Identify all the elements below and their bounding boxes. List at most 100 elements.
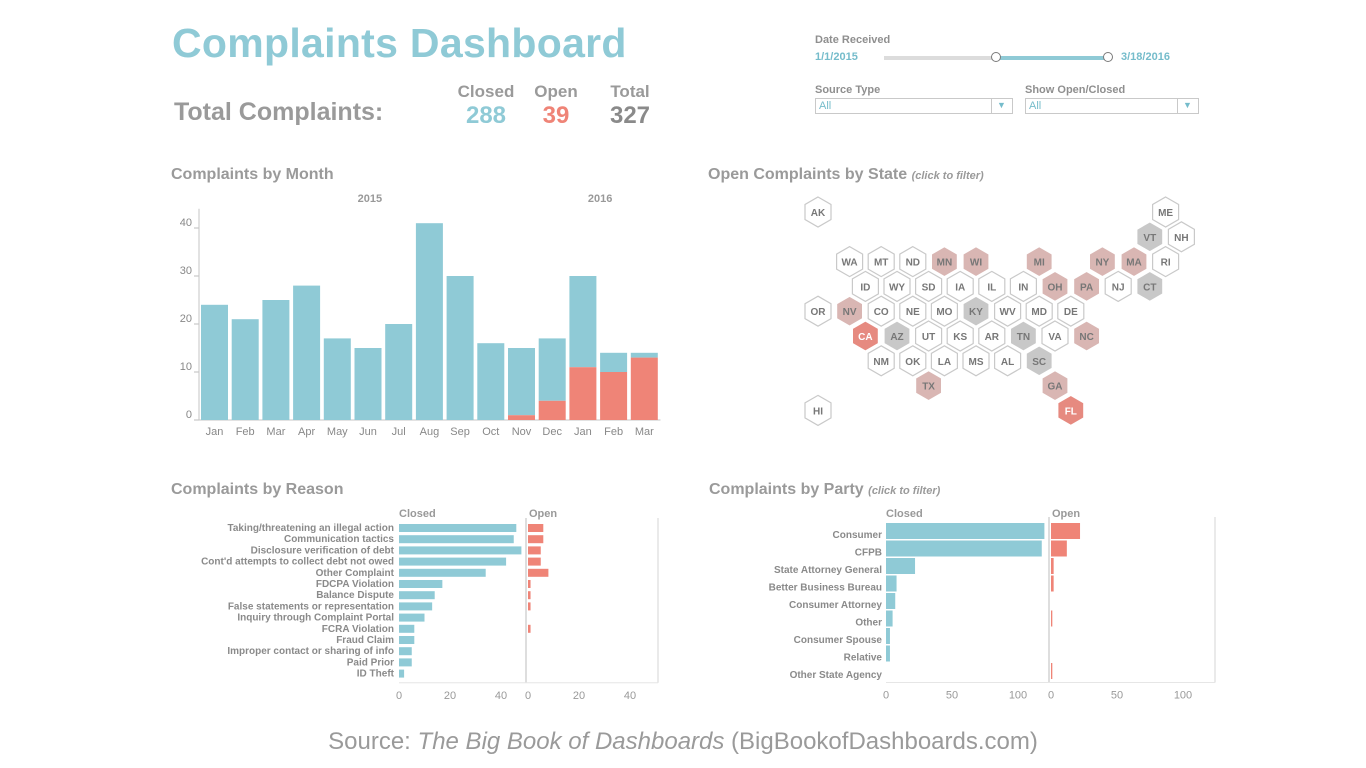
- bar-closed: [201, 304, 228, 420]
- state-hex-shape: [994, 345, 1022, 377]
- state-hex-ms[interactable]: MS: [962, 345, 990, 377]
- state-hex-label: FL: [1065, 406, 1077, 417]
- state-hex-al[interactable]: AL: [994, 345, 1022, 377]
- state-hex-sd[interactable]: SD: [914, 270, 943, 303]
- date-end: 3/18/2016: [1121, 51, 1170, 63]
- x-tick-label: Sep: [450, 426, 470, 438]
- bar-closed: [446, 276, 474, 420]
- state-hex-ct[interactable]: CT: [1136, 270, 1164, 303]
- state-section-title: Open Complaints by State (click to filte…: [708, 166, 984, 184]
- state-hex-il[interactable]: IL: [978, 270, 1006, 303]
- state-hex-shape: [994, 295, 1022, 327]
- state-hex-wi[interactable]: WI: [962, 245, 990, 278]
- show-open-closed-select[interactable]: All ▼: [1025, 98, 1199, 114]
- state-hex-fl[interactable]: FL: [1057, 394, 1085, 427]
- state-hex-co[interactable]: CO: [867, 295, 895, 327]
- state-hex-mt[interactable]: MT: [867, 245, 895, 278]
- state-hex-wy[interactable]: WY: [883, 270, 911, 303]
- state-hex-ca[interactable]: CA: [851, 320, 880, 352]
- x-tick-label: May: [327, 426, 348, 438]
- state-hex-shape: [962, 345, 990, 377]
- category-label: Consumer Attorney: [789, 600, 882, 611]
- state-hex-oh[interactable]: OH: [1041, 270, 1069, 303]
- x-tick-label: Jun: [359, 426, 377, 438]
- state-hex-shape: [1041, 270, 1069, 303]
- category-label: Taking/threatening an illegal action: [227, 523, 394, 534]
- category-label: Consumer Spouse: [794, 635, 883, 646]
- date-slider-start-handle[interactable]: [991, 52, 1001, 62]
- state-hex-nj[interactable]: NJ: [1104, 270, 1132, 303]
- category-label: FDCPA Violation: [316, 579, 394, 590]
- state-hex-shape: [1120, 245, 1148, 278]
- state-hex-md[interactable]: MD: [1025, 295, 1053, 327]
- state-hex-shape: [1073, 270, 1101, 303]
- state-hex-label: WI: [970, 258, 982, 269]
- state-hex-de[interactable]: DE: [1057, 295, 1085, 327]
- state-hex-ga[interactable]: GA: [1041, 369, 1069, 402]
- state-hex-in[interactable]: IN: [1009, 270, 1037, 303]
- state-hex-shape: [899, 245, 927, 278]
- state-hex-ks[interactable]: KS: [946, 320, 974, 352]
- state-hex-label: CT: [1143, 282, 1156, 293]
- state-hex-nd[interactable]: ND: [899, 245, 927, 278]
- x-tick-label-open: 20: [573, 690, 585, 702]
- state-hex-me[interactable]: ME: [1152, 196, 1180, 228]
- state-hex-ky[interactable]: KY: [962, 295, 990, 327]
- category-label: Consumer: [833, 530, 883, 541]
- state-hex-ma[interactable]: MA: [1120, 245, 1148, 278]
- chevron-down-icon[interactable]: ▼: [1177, 99, 1198, 113]
- category-label: Improper contact or sharing of info: [227, 646, 394, 657]
- state-hex-ut[interactable]: UT: [914, 320, 943, 352]
- state-hex-ne[interactable]: NE: [899, 295, 927, 327]
- state-hex-shape: [1009, 270, 1037, 303]
- state-hex-mi[interactable]: MI: [1025, 245, 1053, 278]
- state-hex-va[interactable]: VA: [1041, 320, 1069, 352]
- state-hex-shape: [1167, 221, 1195, 253]
- state-hex-nv[interactable]: NV: [835, 295, 864, 327]
- state-hex-la[interactable]: LA: [930, 345, 958, 377]
- state-hex-or[interactable]: OR: [804, 295, 832, 327]
- state-hex-label: ID: [860, 282, 870, 293]
- state-hex-tx[interactable]: TX: [914, 369, 943, 402]
- source-type-select[interactable]: All ▼: [815, 98, 1013, 114]
- state-hex-label: IA: [955, 282, 965, 293]
- state-hex-mo[interactable]: MO: [930, 295, 958, 327]
- party-title-text: Complaints by Party: [709, 481, 864, 498]
- state-hex-shape: [1025, 345, 1053, 377]
- chevron-down-icon[interactable]: ▼: [991, 99, 1012, 113]
- state-hex-vt[interactable]: VT: [1136, 221, 1164, 253]
- x-tick-label: Jul: [392, 426, 406, 438]
- date-slider-end-handle[interactable]: [1103, 52, 1113, 62]
- state-hex-label: NJ: [1112, 282, 1125, 293]
- state-hex-nc[interactable]: NC: [1073, 320, 1101, 352]
- state-hex-ia[interactable]: IA: [946, 270, 974, 303]
- category-label: State Attorney General: [774, 565, 882, 576]
- state-hex-wa[interactable]: WA: [835, 245, 864, 278]
- category-label: Disclosure verification of debt: [251, 545, 395, 556]
- state-hex-pa[interactable]: PA: [1073, 270, 1101, 303]
- state-hex-ok[interactable]: OK: [899, 345, 927, 377]
- state-hex-nm[interactable]: NM: [867, 345, 895, 377]
- state-hex-hi[interactable]: HI: [804, 394, 832, 427]
- open-header: Open: [529, 508, 557, 520]
- state-hex-shape: [867, 295, 895, 327]
- state-hex-az[interactable]: AZ: [883, 320, 911, 352]
- state-hex-ny[interactable]: NY: [1088, 245, 1116, 278]
- category-label: CFPB: [855, 548, 882, 559]
- state-hex-ak[interactable]: AK: [804, 196, 832, 228]
- date-slider-track[interactable]: [884, 52, 1113, 62]
- state-hex-ar[interactable]: AR: [978, 320, 1006, 352]
- state-hex-id[interactable]: ID: [851, 270, 880, 303]
- state-hex-wv[interactable]: WV: [994, 295, 1022, 327]
- state-hex-tn[interactable]: TN: [1009, 320, 1037, 352]
- source-type-value: All: [819, 100, 832, 112]
- state-hex-ri[interactable]: RI: [1152, 245, 1180, 278]
- state-hex-shape: [978, 320, 1006, 352]
- state-hex-sc[interactable]: SC: [1025, 345, 1053, 377]
- state-hex-label: NH: [1174, 233, 1188, 244]
- category-label: Other: [855, 618, 882, 629]
- state-hex-mn[interactable]: MN: [930, 245, 958, 278]
- x-tick-label: Mar: [635, 426, 654, 438]
- state-hex-shape: [978, 270, 1006, 303]
- state-hex-nh[interactable]: NH: [1167, 221, 1195, 253]
